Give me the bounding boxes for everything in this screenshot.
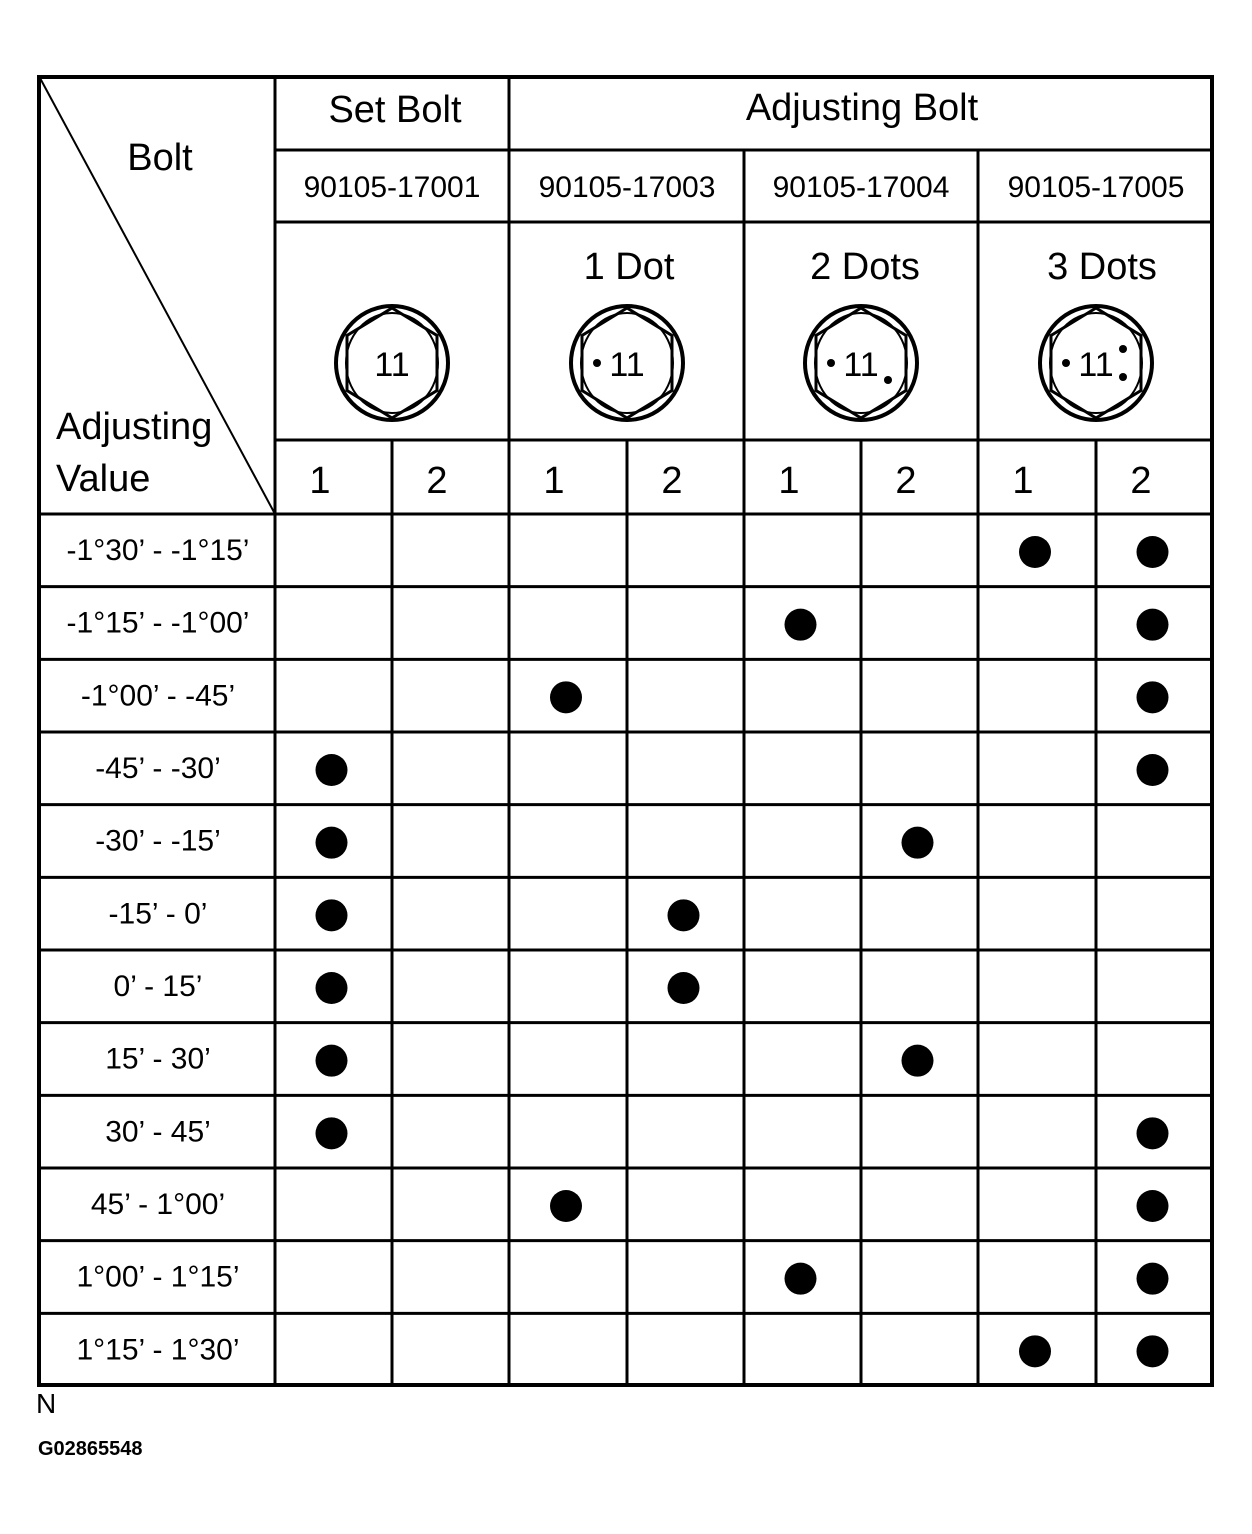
adjusting-value-label: 45’ - 1°00’ bbox=[91, 1188, 225, 1221]
mark-dot bbox=[827, 359, 835, 367]
selection-dot bbox=[550, 1190, 582, 1222]
bolt-outer-ring bbox=[1038, 304, 1154, 422]
identification-mark-label: 3 Dots bbox=[1047, 246, 1157, 288]
corner-diagonal bbox=[39, 77, 276, 515]
sub-column-header: 1 bbox=[1012, 460, 1033, 502]
hexagon-outline bbox=[814, 306, 908, 420]
sub-column-header: 2 bbox=[895, 460, 916, 502]
selection-dot bbox=[550, 681, 582, 714]
selection-dot bbox=[784, 1262, 817, 1295]
table-row: -1°30’ - -1°15’ bbox=[67, 534, 1169, 568]
selection-dot bbox=[1136, 1190, 1169, 1222]
corner-letter: N bbox=[36, 1388, 57, 1419]
selection-dot bbox=[1019, 1335, 1051, 1368]
corner-adjusting-label: Adjusting bbox=[56, 406, 212, 448]
hexagon-outline bbox=[580, 306, 674, 420]
part-number: 90105-17005 bbox=[1008, 171, 1185, 204]
table-row: 45’ - 1°00’ bbox=[91, 1188, 1169, 1222]
mark-dot bbox=[1062, 359, 1070, 367]
adjusting-value-label: -30’ - -15’ bbox=[95, 825, 221, 858]
adjusting-value-label: 1°00’ - 1°15’ bbox=[77, 1261, 240, 1294]
sub-column-header: 1 bbox=[778, 460, 799, 502]
table-row: -1°15’ - -1°00’ bbox=[67, 607, 1169, 641]
adjusting-value-label: 15’ - 30’ bbox=[105, 1043, 211, 1076]
bolt-head-number: 11 bbox=[374, 346, 409, 384]
bolt-head-icon: 11 bbox=[334, 304, 450, 422]
part-number: 90105-17003 bbox=[539, 171, 716, 204]
selection-dot bbox=[1136, 608, 1169, 641]
selection-dot bbox=[315, 899, 348, 932]
bolt-outer-ring bbox=[803, 304, 919, 422]
selection-dot bbox=[1136, 681, 1169, 714]
bolt-head-icon: 11 bbox=[569, 304, 685, 422]
mark-dot bbox=[1119, 345, 1127, 353]
selection-dot bbox=[315, 972, 348, 1004]
adjusting-value-label: -1°00’ - -45’ bbox=[81, 679, 235, 712]
table-row: 15’ - 30’ bbox=[105, 1043, 934, 1077]
hexagon-outline bbox=[1049, 306, 1143, 420]
table-row: 1°00’ - 1°15’ bbox=[77, 1261, 1169, 1295]
part-number: 90105-17001 bbox=[304, 171, 481, 204]
selection-dot bbox=[667, 899, 700, 932]
bolt-outer-ring bbox=[569, 304, 685, 422]
bolt-head-number: 11 bbox=[609, 346, 644, 384]
table-row: -30’ - -15’ bbox=[95, 825, 934, 859]
selection-dot bbox=[667, 972, 700, 1004]
selection-dot bbox=[1136, 536, 1169, 568]
part-number: 90105-17004 bbox=[773, 171, 950, 204]
adjusting-value-label: -15’ - 0’ bbox=[109, 897, 208, 930]
selection-dot bbox=[901, 1044, 934, 1077]
selection-dot bbox=[1136, 1335, 1169, 1368]
selection-dot bbox=[315, 1117, 348, 1150]
adjusting-bolt-header: Adjusting Bolt bbox=[746, 87, 979, 129]
adjusting-value-label: -1°30’ - -1°15’ bbox=[67, 534, 250, 567]
sub-column-header: 2 bbox=[661, 460, 682, 502]
figure-id: G02865548 bbox=[38, 1438, 143, 1460]
selection-dot bbox=[1136, 754, 1169, 786]
bolt-head-number: 11 bbox=[1078, 346, 1113, 384]
selection-dot bbox=[315, 1044, 348, 1077]
corner-value-label: Value bbox=[56, 458, 150, 500]
table-row: -15’ - 0’ bbox=[109, 897, 700, 932]
adjusting-value-label: 30’ - 45’ bbox=[105, 1115, 211, 1148]
sub-column-header: 1 bbox=[309, 460, 330, 502]
sub-column-header: 2 bbox=[426, 460, 447, 502]
table-grid bbox=[37, 75, 1214, 1387]
selection-dot bbox=[784, 608, 817, 641]
bolt-head-icon: 11 bbox=[1038, 304, 1154, 422]
selection-dot bbox=[1136, 1117, 1169, 1150]
adjusting-value-label: 1°15’ - 1°30’ bbox=[77, 1333, 240, 1366]
adjusting-value-label: -1°15’ - -1°00’ bbox=[67, 607, 250, 640]
table-row: 0’ - 15’ bbox=[114, 970, 700, 1004]
hexagon-outline bbox=[345, 306, 439, 420]
selection-dot bbox=[315, 754, 348, 786]
bolt-head-icon: 11 bbox=[803, 304, 919, 422]
sub-column-header: 2 bbox=[1130, 460, 1151, 502]
selection-dot bbox=[1136, 1262, 1169, 1295]
mark-dot bbox=[884, 376, 892, 384]
mark-dot bbox=[593, 359, 601, 367]
corner-bolt-label: Bolt bbox=[127, 137, 193, 179]
table-row: 1°15’ - 1°30’ bbox=[77, 1333, 1169, 1368]
table-row: 30’ - 45’ bbox=[105, 1115, 1169, 1150]
table-row: -45’ - -30’ bbox=[95, 752, 1169, 786]
sub-column-header: 1 bbox=[543, 460, 564, 502]
identification-mark-label: 2 Dots bbox=[810, 246, 920, 288]
set-bolt-header: Set Bolt bbox=[328, 89, 462, 131]
table-row: -1°00’ - -45’ bbox=[81, 679, 1169, 714]
adjusting-value-label: -45’ - -30’ bbox=[95, 752, 221, 785]
selection-dot bbox=[901, 826, 934, 859]
selection-dot bbox=[315, 826, 348, 859]
identification-mark-label: 1 Dot bbox=[584, 246, 675, 288]
adjusting-value-label: 0’ - 15’ bbox=[114, 970, 203, 1003]
mark-dot bbox=[1119, 373, 1127, 381]
bolt-head-number: 11 bbox=[843, 346, 878, 384]
bolt-outer-ring bbox=[334, 304, 450, 422]
selection-dot bbox=[1019, 536, 1051, 568]
